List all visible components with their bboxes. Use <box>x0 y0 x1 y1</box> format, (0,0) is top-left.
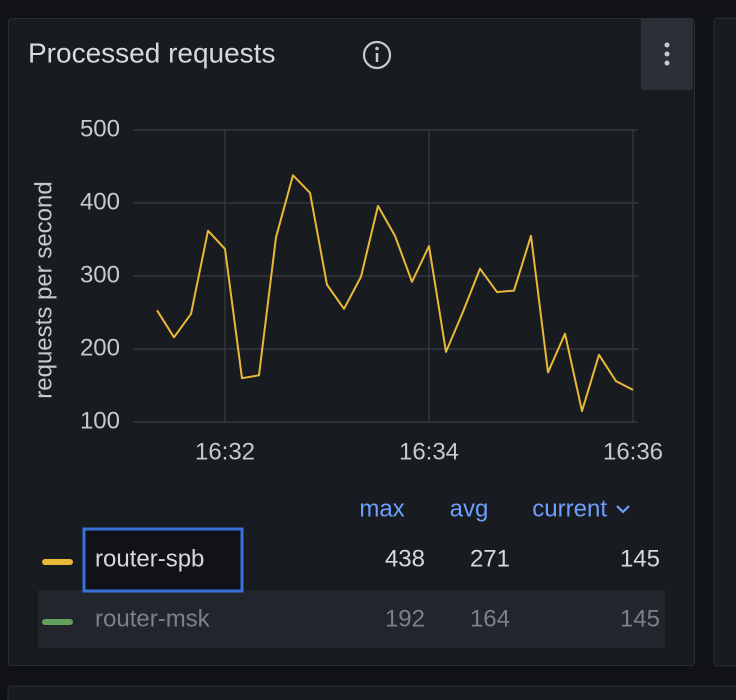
neighbor-panel <box>7 685 736 700</box>
panel <box>8 18 695 666</box>
neighbor-panel <box>713 17 736 667</box>
x-tick-label: 16:34 <box>399 438 459 465</box>
sort-chevron[interactable] <box>616 505 630 514</box>
x-tick-label: 16:32 <box>195 438 255 465</box>
x-tick-label: 16:36 <box>603 438 663 465</box>
y-tick-label: 400 <box>80 188 120 215</box>
legend-series-name[interactable]: router-spb <box>95 545 204 572</box>
focus-outline[interactable] <box>82 527 244 593</box>
legend-column-header[interactable]: current <box>532 495 607 522</box>
info-icon[interactable] <box>362 40 392 70</box>
legend-stat: 164 <box>470 605 510 632</box>
legend-stat: 192 <box>385 605 425 632</box>
panel-title: Processed requests <box>28 37 275 68</box>
legend-stat: 438 <box>385 545 425 572</box>
legend-series-name[interactable]: router-msk <box>95 605 211 632</box>
legend-stat: 145 <box>620 605 660 632</box>
legend-stat: 145 <box>620 545 660 572</box>
y-axis-label: requests per second <box>30 181 57 398</box>
legend-stat: 271 <box>470 545 510 572</box>
legend-column-header[interactable]: max <box>359 495 404 522</box>
y-tick-label: 100 <box>80 407 120 434</box>
legend-column-header[interactable]: avg <box>450 495 489 522</box>
y-tick-label: 500 <box>80 115 120 142</box>
y-tick-label: 300 <box>80 261 120 288</box>
plot: 100 200 300 400 500 16:32 16:34 16:36 max avg curr… <box>42 115 663 632</box>
legend-row-background <box>38 590 665 648</box>
y-tick-label: 200 <box>80 334 120 361</box>
series-line <box>156 174 634 413</box>
panel-menu-button[interactable] <box>641 18 693 90</box>
